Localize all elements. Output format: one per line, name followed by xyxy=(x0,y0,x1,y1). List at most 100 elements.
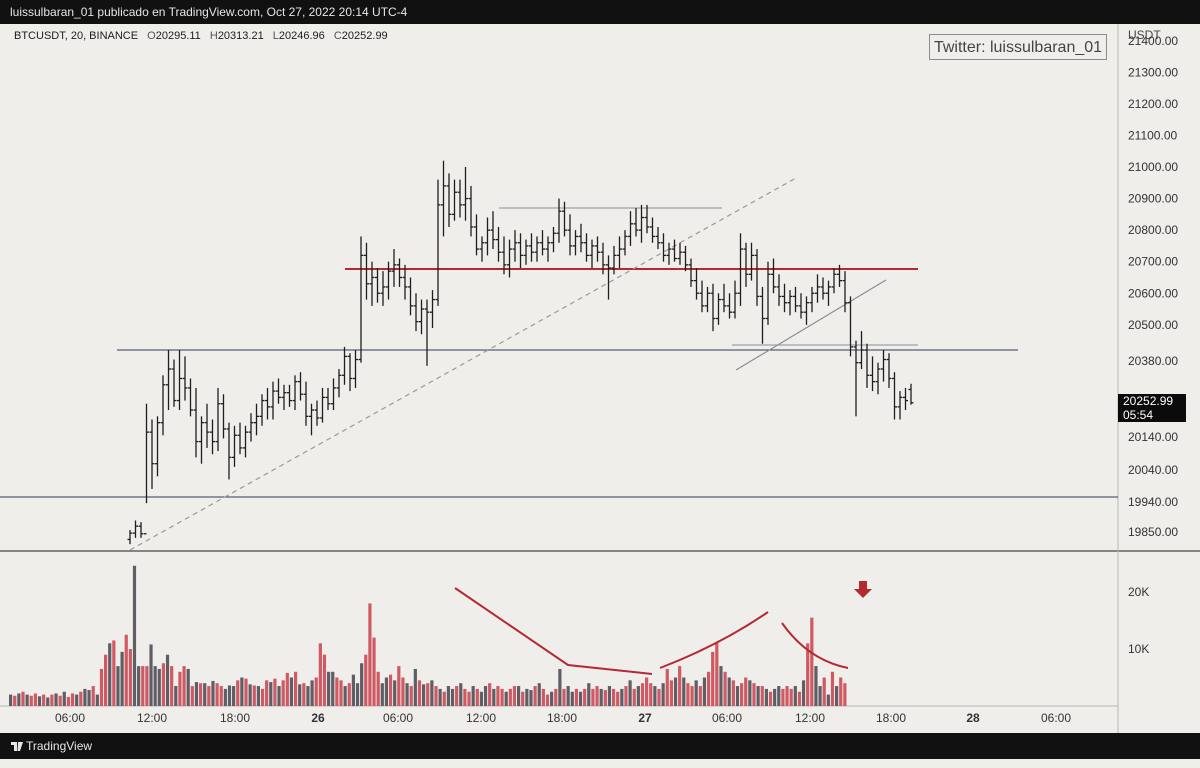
legend-open-label: O xyxy=(147,30,156,42)
volume-bar xyxy=(29,695,33,706)
volume-bar xyxy=(541,688,545,706)
volume-tick-label: 20K xyxy=(1128,585,1149,599)
ohlc-bar xyxy=(501,236,507,275)
volume-bar xyxy=(616,691,620,706)
time-tick-label: 27 xyxy=(638,711,652,725)
volume-bar xyxy=(70,693,75,706)
volume-bar xyxy=(413,668,417,706)
ohlc-bar xyxy=(628,211,633,246)
volume-bar xyxy=(252,685,256,706)
volume-bar xyxy=(364,654,368,706)
volume-bar xyxy=(248,684,252,706)
ohlc-bar xyxy=(243,425,248,458)
volume-bar xyxy=(13,695,17,706)
ohlc-bar xyxy=(479,236,485,262)
volume-bar xyxy=(806,643,810,706)
volume-bar xyxy=(33,693,37,706)
ohlc-bar xyxy=(864,343,870,388)
ohlc-bar xyxy=(309,403,314,436)
ohlc-bar xyxy=(749,242,754,281)
ohlc-bar xyxy=(694,268,699,300)
volume-bar xyxy=(653,686,657,706)
time-tick-label: 18:00 xyxy=(876,711,906,725)
ohlc-bar xyxy=(386,261,391,300)
price-axis[interactable]: 21400.00 21300.00 21200.00 21100.00 21000.00… xyxy=(1128,34,1178,656)
volume-bar xyxy=(116,666,120,706)
volume-bar xyxy=(711,651,715,706)
ohlc-bar xyxy=(336,369,342,398)
volume-decline-line[interactable] xyxy=(454,587,653,675)
ohlc-bar xyxy=(826,280,831,306)
price-tick-label: 19940.00 xyxy=(1128,495,1178,509)
volume-bar xyxy=(516,686,521,706)
volume-bar xyxy=(281,680,285,706)
ohlc-bar xyxy=(287,384,292,407)
volume-bar xyxy=(496,686,500,706)
volume-bar xyxy=(446,686,450,706)
volume-bar xyxy=(488,683,492,706)
rising-trendline[interactable] xyxy=(735,279,887,371)
volume-bar xyxy=(265,680,269,706)
down-arrow-icon[interactable] xyxy=(854,581,872,598)
volume-bar xyxy=(434,686,438,706)
volume-bar xyxy=(471,686,475,706)
twitter-watermark: Twitter: luissulbaran_01 xyxy=(929,34,1107,60)
volume-bar xyxy=(388,674,393,706)
volume-bar xyxy=(727,677,731,706)
ohlc-bar xyxy=(188,378,193,417)
volume-bar xyxy=(723,671,727,706)
ohlc-bar xyxy=(325,387,331,411)
volume-bar xyxy=(335,677,339,706)
ohlc-bar xyxy=(424,299,430,366)
volume-bar xyxy=(479,691,484,706)
volume-bar xyxy=(599,688,603,706)
ohlc-bar xyxy=(688,258,694,287)
ohlc-bar xyxy=(903,387,908,411)
volume-bar xyxy=(578,691,583,706)
ohlc-bar xyxy=(897,391,903,420)
volume-bar xyxy=(322,654,327,706)
ohlc-bar xyxy=(754,249,760,306)
volume-bar xyxy=(690,686,694,706)
ohlc-bar xyxy=(716,293,721,325)
price-tick-label: 20040.00 xyxy=(1128,463,1178,477)
ohlc-bar xyxy=(270,381,276,420)
ohlc-bar xyxy=(545,236,551,262)
volume-bar xyxy=(298,684,302,706)
ohlc-bar xyxy=(782,283,787,313)
volume-rise-curve[interactable] xyxy=(659,611,769,669)
ohlc-bar xyxy=(831,268,837,294)
ohlc-bar xyxy=(193,387,199,458)
annotations[interactable] xyxy=(454,581,872,675)
volume-bar xyxy=(797,691,802,706)
ohlc-bar xyxy=(138,522,144,538)
chart-canvas[interactable]: 21400.00 21300.00 21200.00 21100.00 21000.00… xyxy=(0,24,1200,733)
price-tick-label: 20700.00 xyxy=(1128,255,1178,269)
volume-bar xyxy=(128,649,132,706)
volume-bar xyxy=(215,683,219,706)
time-tick-label: 18:00 xyxy=(220,711,250,725)
ohlc-bar xyxy=(793,286,798,313)
volume-bar xyxy=(207,686,211,706)
drawing-lines[interactable] xyxy=(0,177,1118,551)
volume-bar xyxy=(504,691,508,706)
ohlc-bar xyxy=(468,185,474,237)
volume-fade-curve[interactable] xyxy=(781,622,849,669)
volume-bar xyxy=(430,680,434,706)
ohlc-bar xyxy=(639,204,644,243)
volume-bar xyxy=(260,688,265,706)
volume-bar xyxy=(562,688,566,706)
volume-bar xyxy=(132,565,137,706)
dashed-trendline[interactable] xyxy=(129,177,797,551)
volume-bar xyxy=(835,686,839,706)
bar-countdown: 05:54 xyxy=(1123,408,1154,422)
volume-bar xyxy=(198,683,203,706)
volume-bar xyxy=(624,686,628,706)
ohlc-bar xyxy=(551,226,556,253)
ohlc-bar xyxy=(292,375,298,411)
time-axis[interactable]: 06:00 12:00 18:00 26 06:00 12:00 18:00 27 06:00 1… xyxy=(55,711,1071,725)
volume-bar xyxy=(636,686,640,706)
ohlc-bar xyxy=(870,356,875,392)
volume-bar xyxy=(665,668,669,706)
